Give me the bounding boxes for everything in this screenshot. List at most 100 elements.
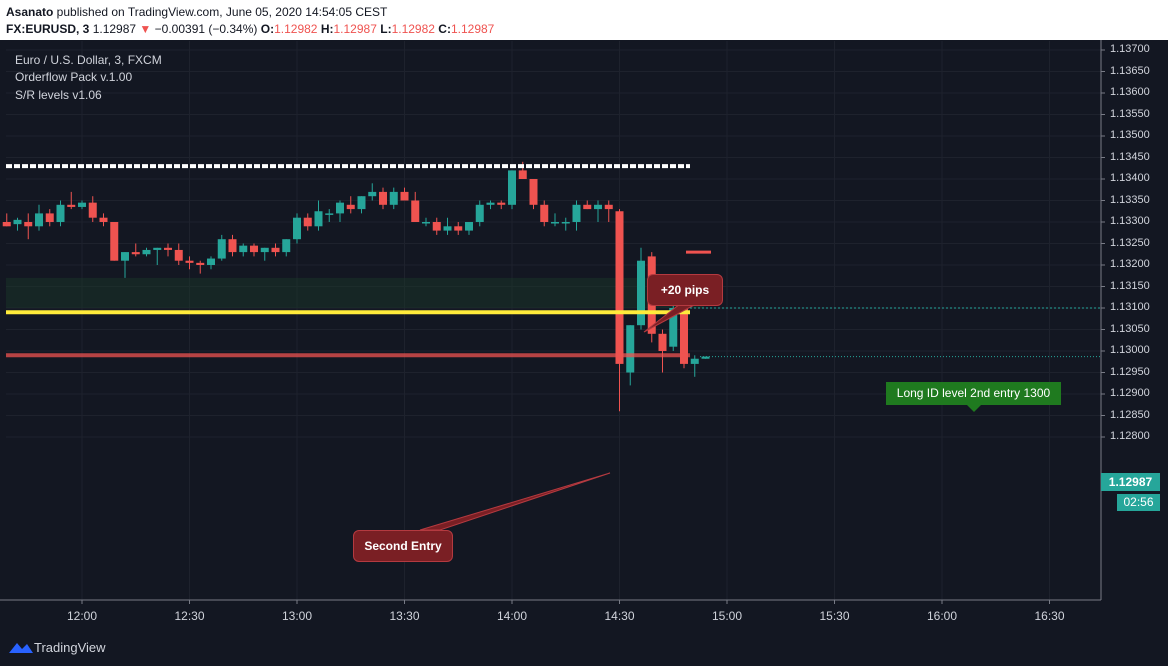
demand-zone bbox=[6, 277, 704, 308]
candle-body bbox=[690, 358, 699, 364]
candle-body bbox=[271, 247, 280, 253]
candle-body bbox=[529, 179, 538, 205]
legend-indicator-orderflow[interactable]: Orderflow Pack v.1.00 bbox=[15, 70, 133, 84]
price-label: 1.13350 bbox=[1110, 193, 1150, 206]
candle-body bbox=[131, 252, 140, 255]
tradingview-logo-icon[interactable] bbox=[8, 639, 34, 655]
second-entry-callout[interactable]: Second Entry bbox=[353, 530, 453, 562]
candle-body bbox=[475, 204, 484, 222]
tradingview-brand[interactable]: TradingView bbox=[34, 640, 106, 655]
candle-body bbox=[185, 260, 194, 263]
low-label: L: bbox=[380, 22, 392, 36]
candle-body bbox=[508, 170, 516, 205]
time-label: 15:00 bbox=[711, 609, 743, 623]
candle-body bbox=[67, 204, 76, 207]
candle-body bbox=[45, 213, 54, 222]
time-label: 15:30 bbox=[819, 609, 850, 623]
candle-body bbox=[35, 213, 43, 227]
price-label: 1.13450 bbox=[1110, 150, 1150, 163]
candle-body bbox=[174, 249, 183, 261]
time-label: 12:00 bbox=[66, 609, 98, 623]
chart-header: Asanato published on TradingView.com, Ju… bbox=[0, 0, 1168, 40]
candle-body bbox=[24, 222, 33, 227]
candle-body bbox=[78, 202, 86, 207]
entry-callout-pointer bbox=[419, 472, 611, 531]
time-label: 14:30 bbox=[604, 609, 635, 623]
candle-body bbox=[637, 260, 645, 326]
open-value: 1.12982 bbox=[274, 22, 318, 36]
price-label: 1.13250 bbox=[1110, 236, 1150, 249]
candle-body bbox=[153, 247, 162, 250]
candles-group bbox=[2, 161, 710, 412]
price-label: 1.13050 bbox=[1110, 322, 1150, 335]
time-label: 14:00 bbox=[496, 609, 528, 623]
price-label: 1.12950 bbox=[1110, 365, 1150, 378]
candle-body bbox=[121, 252, 129, 261]
price-label: 1.12900 bbox=[1110, 387, 1150, 399]
symbol-label: FX:EURUSD, 3 bbox=[6, 22, 90, 36]
candle-body bbox=[583, 204, 592, 210]
candle-body bbox=[572, 204, 581, 222]
price-label: 1.13550 bbox=[1110, 107, 1150, 120]
time-label: 16:30 bbox=[1034, 609, 1065, 623]
ohlc-line: FX:EURUSD, 3 1.12987 ▼ −0.00391 (−0.34%)… bbox=[6, 22, 494, 36]
high-label: H: bbox=[320, 22, 334, 36]
candle-body bbox=[207, 258, 215, 265]
bar-countdown: 02:56 bbox=[1117, 494, 1160, 511]
candle-body bbox=[99, 217, 108, 222]
candle-body bbox=[293, 217, 301, 240]
candle-body bbox=[239, 245, 248, 253]
candle-body bbox=[411, 200, 420, 222]
candle-body bbox=[486, 202, 495, 205]
price-label: 1.13000 bbox=[1110, 344, 1150, 356]
candle-body bbox=[551, 222, 559, 224]
candle-body bbox=[357, 196, 366, 210]
candle-body bbox=[540, 204, 549, 222]
candle-body bbox=[142, 249, 151, 255]
price-label: 1.12800 bbox=[1110, 430, 1150, 442]
candle-body bbox=[346, 204, 355, 210]
price-ticks bbox=[1101, 49, 1105, 438]
chart-canvas[interactable] bbox=[0, 40, 1168, 629]
price-label: 1.13600 bbox=[1110, 86, 1150, 98]
price-label: 1.13400 bbox=[1110, 172, 1150, 184]
pips-callout[interactable]: +20 pips bbox=[647, 274, 723, 306]
candle-body bbox=[604, 204, 613, 210]
chart-grid bbox=[6, 41, 1101, 600]
candle-body bbox=[680, 308, 688, 364]
price-label: 1.13500 bbox=[1110, 129, 1150, 141]
candle-body bbox=[2, 222, 11, 227]
time-label: 16:00 bbox=[926, 609, 958, 623]
candle-body bbox=[443, 226, 452, 231]
down-arrow-icon: ▼ bbox=[139, 22, 152, 36]
candle-body bbox=[110, 222, 119, 261]
publish-text: published on TradingView.com, June 05, 2… bbox=[53, 5, 388, 19]
candle-body bbox=[368, 191, 377, 197]
candle-body bbox=[13, 219, 22, 225]
candle-body bbox=[626, 325, 635, 373]
candle-body bbox=[497, 202, 506, 205]
candle-body bbox=[669, 308, 678, 347]
price-label: 1.13700 bbox=[1110, 43, 1150, 55]
candle-body bbox=[228, 239, 237, 253]
current-price-badge: 1.12987 bbox=[1101, 473, 1160, 491]
candle-body bbox=[454, 226, 463, 231]
price-label: 1.12850 bbox=[1110, 408, 1150, 421]
candle-body bbox=[314, 211, 323, 227]
candle-body bbox=[164, 247, 172, 250]
time-label: 13:30 bbox=[389, 609, 420, 623]
time-label: 13:00 bbox=[281, 609, 313, 623]
publish-info: Asanato published on TradingView.com, Ju… bbox=[6, 5, 387, 19]
footer: TradingView bbox=[0, 629, 1168, 666]
price-label: 1.13100 bbox=[1110, 301, 1150, 313]
author-name[interactable]: Asanato bbox=[6, 5, 54, 19]
price-label: 1.13150 bbox=[1110, 279, 1150, 292]
legend-indicator-sr[interactable]: S/R levels v1.06 bbox=[15, 88, 102, 102]
candle-body bbox=[379, 191, 387, 205]
candle-body bbox=[561, 222, 570, 224]
high-value: 1.12987 bbox=[333, 22, 377, 36]
legend-symbol[interactable]: Euro / U.S. Dollar, 3, FXCM bbox=[15, 53, 162, 67]
candle-body bbox=[594, 204, 602, 210]
low-value: 1.12982 bbox=[391, 22, 435, 36]
long-level-label[interactable]: Long ID level 2nd entry 1300 bbox=[886, 382, 1061, 405]
